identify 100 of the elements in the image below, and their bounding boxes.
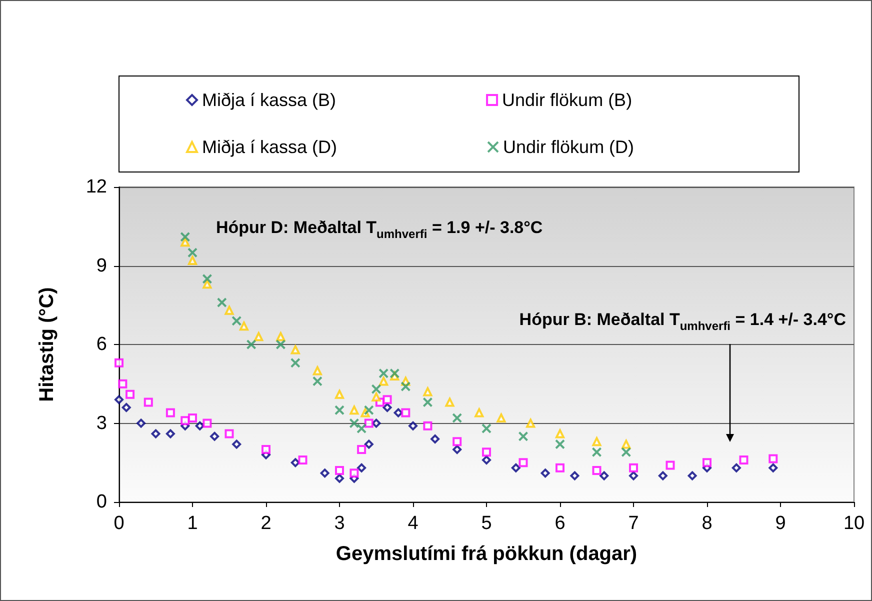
point [600,471,609,480]
point [118,379,128,388]
point [423,387,432,396]
point [400,382,411,392]
point [629,463,638,472]
x-axis-title: Geymslutími frá pökkun (dagar) [336,543,638,565]
y-tick-label: 12 [86,176,107,198]
point [202,274,212,284]
point [298,456,308,464]
point [408,421,418,430]
point [216,298,227,308]
point [180,416,190,426]
point [195,421,204,430]
point [335,466,344,475]
point [768,463,778,472]
point [188,414,197,422]
point [166,429,175,438]
point [518,458,528,468]
x-tick-label: 4 [408,513,419,534]
point [312,376,322,386]
x-tick-label: 0 [114,513,124,534]
point [232,316,242,326]
point [246,340,256,350]
point [570,471,580,480]
point [349,418,360,428]
x-tick-label: 6 [554,513,566,534]
legend-label: Undir flökum (D) [503,137,634,157]
point [382,403,392,412]
point [224,306,234,315]
point [430,434,440,444]
point [364,405,374,416]
point [622,440,631,449]
point [290,358,300,368]
point [422,397,433,408]
point [452,437,462,446]
point [702,458,712,468]
point [739,456,748,464]
point [511,463,520,472]
point [180,238,190,247]
point [136,418,146,428]
point [364,440,374,449]
point [151,429,160,438]
point [166,408,175,418]
point [556,429,564,438]
point [540,468,550,478]
y-axis-title: Hitastig (°C) [36,287,58,402]
y-tick-label: 9 [96,255,107,276]
point [394,408,403,418]
point [320,468,330,478]
point [688,471,697,480]
point [556,463,564,472]
point [474,408,484,418]
point [364,418,374,428]
x-tick-label: 5 [481,513,492,534]
point [768,454,778,464]
point [144,398,153,407]
point [452,413,462,423]
point [518,431,528,442]
point [382,395,392,404]
y-tick-label: 0 [96,492,107,512]
point [482,456,491,464]
point [335,390,344,399]
point [356,424,367,434]
point [445,398,454,407]
point [526,418,536,428]
point [335,474,344,483]
point [357,445,366,454]
point [202,280,212,289]
point [312,366,322,376]
point [658,471,668,480]
point [232,440,242,449]
point [555,439,565,450]
point [379,376,388,386]
point [452,445,462,454]
x-tick-label: 9 [775,513,786,534]
point [732,463,741,472]
point [621,447,632,458]
point [290,345,300,354]
point [378,368,389,378]
point [114,358,124,368]
y-tick-label: 6 [96,334,107,355]
y-tick-label: 3 [96,412,107,434]
point [592,466,602,475]
point [290,458,300,468]
point [122,403,131,412]
point [188,248,198,258]
point [350,468,359,478]
point [371,384,382,394]
point [666,460,675,470]
point [276,340,286,350]
point [482,424,492,434]
x-tick-label: 3 [334,513,345,534]
legend-label: Miðja í kassa (B) [202,90,336,110]
point [423,421,432,430]
point [401,408,410,418]
x-tick-label: 7 [628,513,639,534]
x-tick-label: 10 [843,513,865,534]
point [592,447,602,458]
point [482,448,491,457]
legend-label: Undir flökum (B) [502,90,632,110]
